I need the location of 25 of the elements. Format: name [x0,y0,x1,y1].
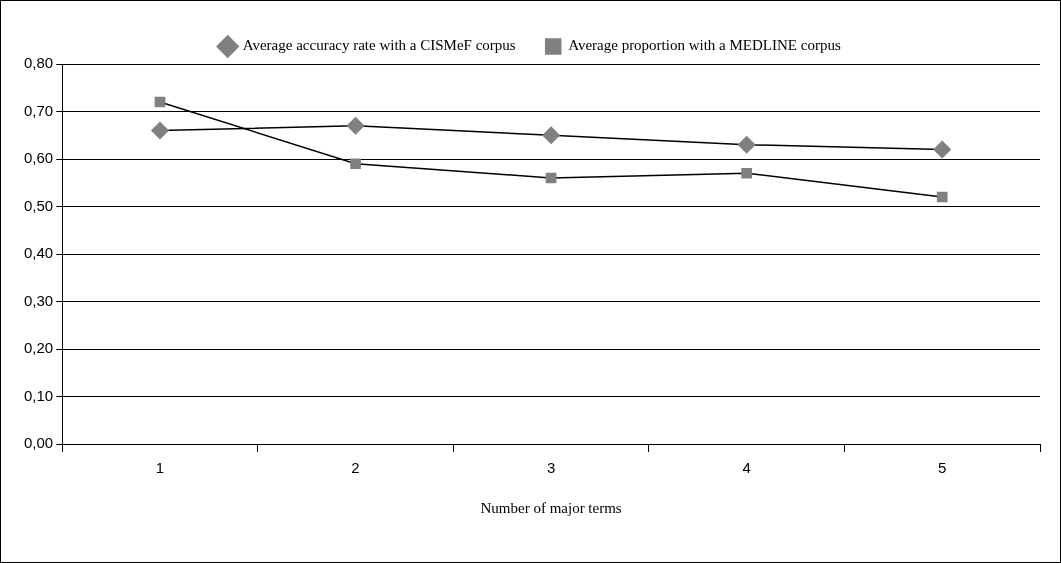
x-tick-label: 3 [546,459,556,477]
point [350,158,361,170]
x-tick-label: 4 [742,459,751,477]
point [936,191,948,203]
y-tick-label: 0,00 [23,434,54,452]
point [933,140,951,159]
y-tick-label: 0,40 [23,244,54,262]
point [151,121,169,140]
point [741,167,752,179]
x-tick-label: 5 [938,459,947,477]
point [346,117,365,135]
y-tick-label: 0,10 [23,386,54,404]
legend-label: Average accuracy rate with a CISMeF corpus [242,37,516,54]
x-tick-label: 2 [351,459,360,477]
legend-label: Average proportion with a MEDLINE corpus [568,37,841,54]
point [737,136,756,154]
point [542,126,560,144]
y-tick-label: 0,50 [23,196,54,214]
y-tick-label: 0,30 [23,291,54,309]
y-tick-label: 0,80 [23,54,54,72]
y-tick-label: 0,20 [23,339,54,357]
y-tick-label: 0,70 [23,101,54,119]
y-tick-label: 0,60 [23,149,54,167]
x-axis-title: Number of major terms [480,499,622,516]
x-tick-label: 1 [155,459,165,477]
